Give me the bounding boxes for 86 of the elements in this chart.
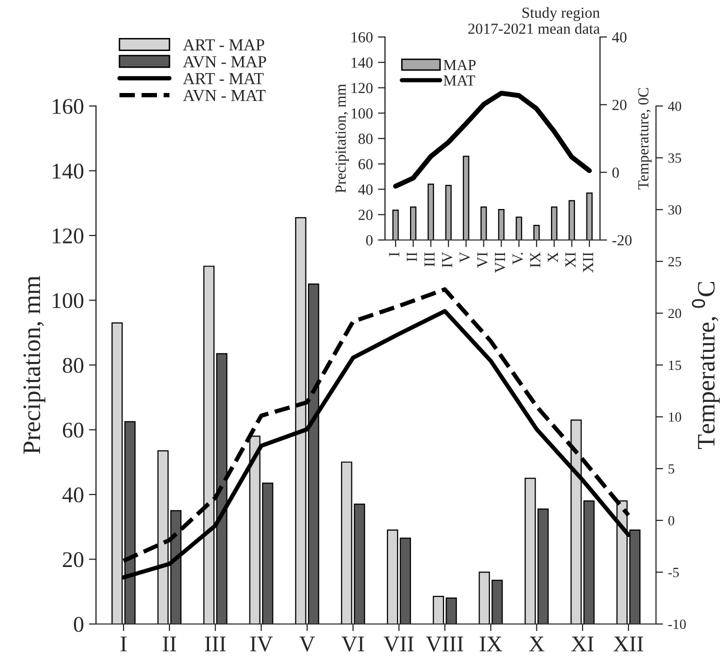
y2-axis-title: Temperature, 0C bbox=[638, 88, 652, 190]
y-tick-label: 120 bbox=[52, 228, 84, 244]
x-tick-label: XI bbox=[565, 252, 576, 268]
y2-tick-label: 40 bbox=[612, 32, 626, 42]
legend-label: ART - MAP bbox=[182, 39, 264, 50]
y2-tick-label: 25 bbox=[668, 257, 682, 266]
bar bbox=[354, 504, 366, 624]
y-tick-label: 120 bbox=[352, 82, 373, 94]
x-tick-label: VII bbox=[494, 252, 506, 273]
x-tick-label: X bbox=[529, 636, 544, 652]
bar bbox=[480, 206, 487, 240]
x-tick-label: XII bbox=[583, 252, 594, 273]
bar bbox=[568, 200, 575, 240]
x-tick-label: X bbox=[548, 252, 558, 262]
y-tick-label: 140 bbox=[352, 58, 373, 68]
y-tick-label: 20 bbox=[62, 552, 84, 568]
x-tick-label: VI bbox=[342, 636, 364, 652]
line-series bbox=[393, 90, 592, 189]
x-tick-label: IX bbox=[480, 636, 502, 652]
bar bbox=[341, 462, 352, 624]
x-tick-label: VII bbox=[384, 636, 414, 652]
y2-tick-label: -5 bbox=[668, 568, 679, 578]
bar bbox=[586, 192, 593, 240]
y2-tick-label: 20 bbox=[668, 308, 682, 318]
bar bbox=[516, 216, 522, 240]
y2-tick-label: 30 bbox=[668, 205, 682, 215]
x-tick-label: II bbox=[162, 636, 176, 652]
y2-axis-title: Temperature, $^{0}$C bbox=[692, 282, 720, 450]
x-tick-label: IV bbox=[442, 252, 452, 268]
y-axis-title: Precipitation, mm bbox=[23, 276, 46, 454]
y-tick-label: 40 bbox=[358, 184, 373, 195]
y2-tick-label: 0 bbox=[612, 167, 619, 178]
y-tick-label: 100 bbox=[352, 108, 373, 119]
x-tick-label: I bbox=[389, 252, 400, 256]
y-tick-label: 0 bbox=[74, 616, 84, 632]
bar bbox=[550, 206, 558, 240]
y2-tick-label: 0 bbox=[668, 516, 674, 526]
x-tick-label: XI bbox=[571, 636, 594, 652]
chart-title: Study region 2017-2021 mean data bbox=[468, 7, 600, 34]
y-tick-label: 80 bbox=[358, 134, 373, 144]
y-tick-label: 60 bbox=[358, 159, 373, 170]
y2-tick-label: 35 bbox=[668, 153, 682, 163]
x-tick-label: VI bbox=[477, 252, 488, 268]
bar bbox=[462, 156, 470, 240]
y-tick-label: 80 bbox=[62, 358, 84, 373]
y2-tick-label: 15 bbox=[669, 360, 682, 370]
legend-label: MAT bbox=[444, 75, 476, 86]
bar bbox=[400, 538, 411, 624]
y2-tick-label: 40 bbox=[668, 102, 682, 111]
x-tick-label: I bbox=[120, 636, 126, 652]
y-tick-label: 0 bbox=[366, 235, 373, 246]
legend-label: AVN - MAT bbox=[182, 90, 266, 102]
bar bbox=[392, 210, 399, 240]
y2-tick-label: -10 bbox=[668, 620, 686, 629]
bar bbox=[410, 206, 416, 240]
y-tick-label: 160 bbox=[352, 32, 373, 42]
x-tick-label: V bbox=[299, 636, 315, 652]
y-tick-label: 40 bbox=[62, 487, 84, 502]
y-tick-label: 140 bbox=[52, 164, 84, 179]
x-tick-label: V. bbox=[512, 252, 523, 265]
bar bbox=[583, 500, 595, 624]
x-tick-label: II bbox=[406, 252, 417, 262]
y-tick-label: 60 bbox=[62, 422, 84, 438]
x-tick-label: IV bbox=[250, 636, 273, 652]
bar bbox=[498, 208, 505, 240]
x-tick-label: VIII bbox=[426, 636, 464, 652]
legend-label: AVN - MAP bbox=[182, 56, 266, 68]
y-tick-label: 160 bbox=[52, 98, 84, 114]
x-tick-label: III bbox=[205, 636, 226, 652]
y2-tick-label: 20 bbox=[612, 100, 626, 110]
legend-label: MAP bbox=[444, 60, 476, 70]
x-tick-label: XII bbox=[614, 636, 644, 652]
x-tick-label: IX bbox=[530, 252, 540, 268]
bar bbox=[533, 224, 540, 240]
bar bbox=[428, 184, 434, 240]
y2-tick-label: -20 bbox=[612, 235, 632, 246]
y-axis-title: Precipitation, mm bbox=[336, 84, 349, 193]
y-tick-label: 20 bbox=[358, 210, 373, 220]
legend-label: ART - MAT bbox=[182, 73, 264, 84]
y2-tick-label: 5 bbox=[668, 464, 674, 474]
x-tick-label: V bbox=[460, 252, 470, 263]
bar bbox=[386, 530, 398, 624]
bar bbox=[445, 184, 452, 240]
y-tick-label: 100 bbox=[52, 293, 84, 308]
y2-tick-label: 10 bbox=[669, 412, 682, 422]
x-tick-label: III bbox=[424, 252, 434, 267]
